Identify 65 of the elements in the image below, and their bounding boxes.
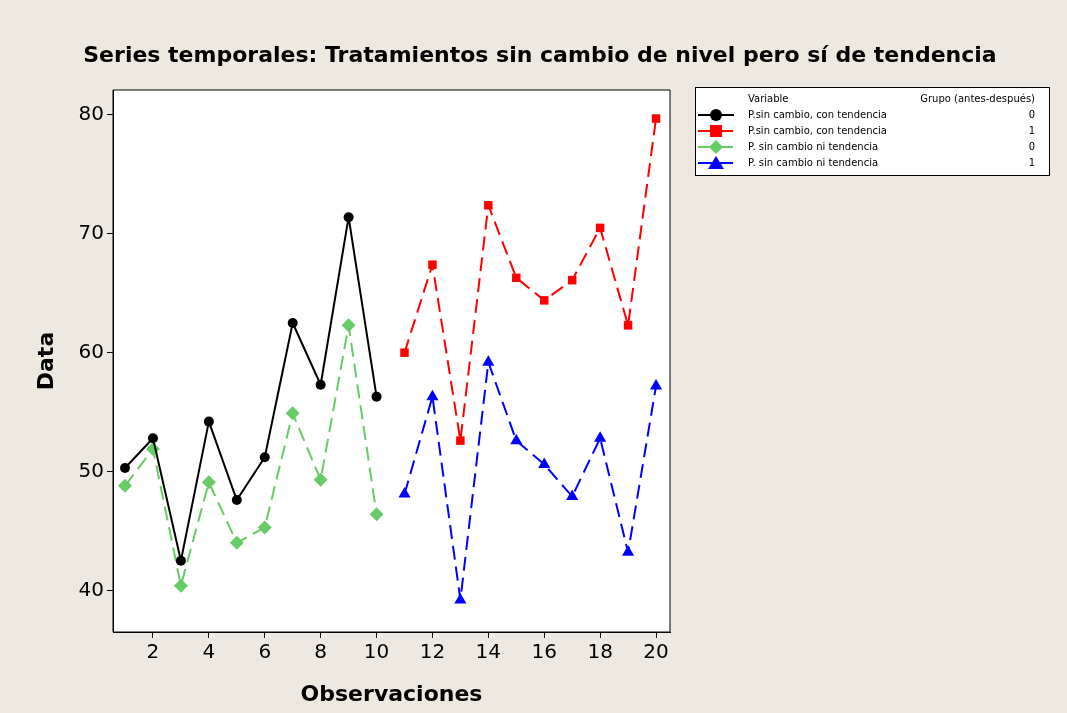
point	[313, 472, 328, 487]
legend-label: P. sin cambio ni tendencia	[747, 140, 880, 154]
point	[175, 555, 186, 566]
text: 0	[1027, 108, 1036, 122]
point	[315, 379, 326, 390]
point	[259, 452, 270, 463]
x-tick-label: 10	[363, 639, 390, 664]
x-tick-label: 16	[531, 639, 557, 664]
point	[622, 545, 635, 556]
point	[484, 201, 493, 210]
x-tick-label: 4	[202, 639, 216, 664]
x-tick-label: 12	[419, 639, 446, 664]
point	[539, 296, 549, 305]
point	[147, 433, 158, 444]
point	[623, 321, 633, 330]
y-tick-label: 70	[78, 220, 104, 245]
text: Grupo (antes-después)	[919, 92, 1036, 106]
y-tick-label: 80	[78, 101, 104, 126]
legend-label: P.sin cambio, con tendencia	[747, 108, 888, 122]
point	[371, 391, 382, 402]
point	[566, 489, 579, 500]
x-tick-label: 18	[587, 639, 613, 664]
point	[229, 535, 244, 550]
point	[231, 495, 242, 506]
legend-title: Variable	[747, 92, 790, 106]
x-axis-title: Observaciones	[300, 680, 483, 706]
point	[285, 406, 300, 421]
point	[257, 520, 272, 535]
point	[456, 436, 465, 445]
x-tick-label: 8	[314, 639, 328, 664]
x-tick-label: 6	[258, 639, 272, 664]
point	[173, 578, 188, 593]
text: 0	[1027, 140, 1036, 154]
point	[343, 212, 354, 223]
point	[651, 114, 661, 123]
point	[203, 416, 214, 427]
y-axis-title: Data	[32, 331, 58, 391]
x-tick-label: 14	[475, 639, 502, 664]
point	[426, 389, 439, 401]
point	[118, 478, 133, 493]
point	[369, 507, 384, 522]
point	[120, 462, 131, 473]
point	[482, 355, 495, 366]
point	[649, 378, 663, 390]
chart-title: Series temporales: Tratamientos sin cambio de nivel pero sí de tendencia	[82, 42, 998, 67]
point	[454, 592, 467, 604]
point	[510, 433, 523, 445]
point	[341, 318, 356, 333]
y-tick-label: 50	[78, 457, 104, 482]
text: 1	[1027, 124, 1036, 138]
point	[594, 431, 607, 442]
x-tick-label: 2	[146, 639, 160, 664]
legend-label: P. sin cambio ni tendencia	[747, 156, 880, 170]
text: 1	[1027, 156, 1036, 170]
point	[512, 273, 521, 283]
point	[398, 487, 411, 498]
point	[428, 260, 437, 269]
legend-label: P.sin cambio, con tendencia	[747, 124, 888, 138]
point	[400, 348, 409, 357]
point	[287, 317, 298, 328]
y-tick-label: 60	[78, 338, 104, 363]
y-tick-label: 40	[78, 576, 104, 601]
x-tick-label: 20	[643, 639, 669, 664]
point	[201, 475, 216, 490]
point	[538, 457, 551, 468]
